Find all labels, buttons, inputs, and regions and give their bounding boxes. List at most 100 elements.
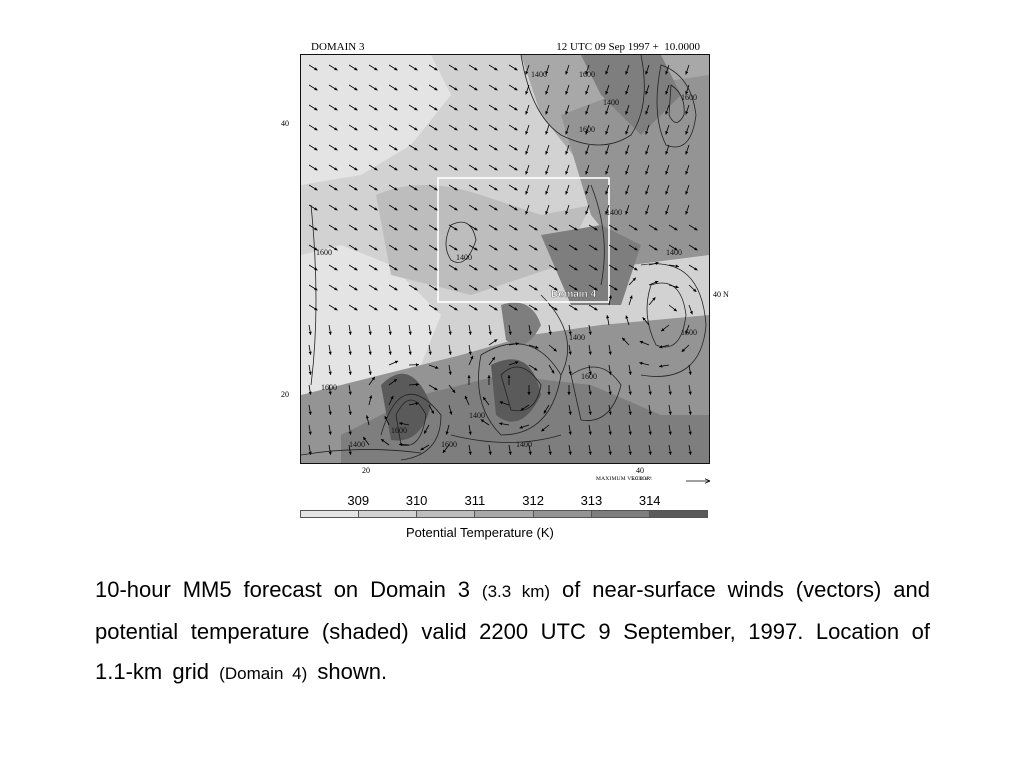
wind-vector-head-icon [605,111,609,115]
wind-vector-head-icon [568,451,572,455]
wind-vector-head-icon [608,451,612,455]
wind-vector-head-icon [654,280,659,284]
theta-shade-314-center [541,225,641,305]
wind-vector-head-icon [568,351,572,355]
wind-vector-head-icon [434,167,438,171]
wind-vector-head-icon [474,107,478,111]
wind-vector-head-icon [614,267,618,271]
wind-vector-head-icon [694,267,698,271]
wind-vector-head-icon [414,227,418,231]
wind-vector-head-icon [689,311,693,315]
wind-vector-head-icon [414,287,418,291]
wind-vector-head-icon [394,127,398,131]
wind-vector-head-icon [454,207,458,211]
wind-vector-head-icon [468,451,472,455]
wind-vector-head-icon [659,364,663,368]
wind-vector-head-icon [483,396,487,401]
wind-vector-head-icon [369,395,373,399]
wind-vector-head-icon [668,451,672,455]
wind-vector-head-icon [665,131,669,135]
wind-vector-head-icon [434,207,438,211]
wind-vector-head-icon [628,391,632,395]
wind-vector-head-icon [434,247,438,251]
theta-shade-313-ne [561,75,709,265]
wind-vector-head-icon [494,227,498,231]
wind-vector-head-icon [314,167,318,171]
wind-vector-head-icon [394,247,398,251]
contour-label: 1400 [603,98,619,107]
wind-vector-head-icon [394,147,398,151]
wind-vector-head-icon [394,287,398,291]
wind-vector-head-icon [348,411,352,415]
wind-vector-head-icon [628,371,632,375]
wind-vector-head-icon [474,207,478,211]
wind-vector-head-icon [414,147,418,151]
wind-vector-head-icon [515,361,519,365]
wind-vector-head-icon [528,451,532,455]
wind-vector-head-icon [414,87,418,91]
wind-vector-head-icon [454,87,458,91]
wind-vector-head-icon [648,451,652,455]
wind-vector-head-icon [645,191,649,195]
wind-vector-head-icon [488,331,492,335]
wind-vector-head-icon [533,367,538,371]
theta-shade-311-center [376,185,591,295]
wind-vector-head-icon [348,451,352,455]
wind-vector-head-icon [454,107,458,111]
wind-vector-head-icon [434,287,438,291]
wind-vector-head-icon [694,227,698,231]
wind-vector-head-icon [645,211,649,215]
wind-vector-head-icon [414,267,418,271]
wind-vector-head-icon [645,91,649,95]
wind-vector-head-icon [420,447,424,451]
wind-vector-head-icon [399,422,403,426]
wind-vector-head-icon [374,187,378,191]
wind-vector-head-icon [487,375,491,378]
wind-vector-head-icon [588,391,592,395]
wind-vector-head-icon [629,295,633,299]
wind-vector-head-icon [553,348,557,352]
contour-label: 1600 [441,440,457,449]
map-panel: Domain 4 1400 1600 1400 1600 1400 1400 1600 140… [300,54,710,464]
figure-header: DOMAIN 3 12 UTC 09 Sep 1997 + 10.0000 [308,40,700,54]
reference-vector-arrow-icon [686,478,711,484]
contour-label: 1400 [516,440,532,449]
wind-vector-head-icon [568,371,572,375]
wind-vector-head-icon [474,247,478,251]
wind-vector-head-icon [474,167,478,171]
wind-vector-head-icon [354,247,358,251]
wind-vector-head-icon [665,111,669,115]
wind-vector-head-icon [415,382,419,387]
wind-vector-head-icon [541,428,545,432]
wind-vector-head-icon [374,267,378,271]
wind-vector-head-icon [668,431,672,435]
theta-shade-309-sw [301,245,441,405]
wind-vector-head-icon [574,267,578,271]
wind-vector-head-icon [474,287,478,291]
wind-vector-head-icon [414,107,418,111]
wind-vector-head-icon [625,71,629,75]
wind-vector-head-icon [673,308,677,312]
wind-vector-head-icon [354,67,358,71]
wind-vector-head-icon [628,451,632,455]
wind-vector-head-icon [494,307,498,311]
wind-vector-head-icon [594,247,598,251]
wind-vector-head-icon [605,131,609,135]
wind-vector-head-icon [645,71,649,75]
wind-vector-head-icon [348,391,352,395]
wind-vector-head-icon [464,395,468,400]
colorbar-title: Potential Temperature (K) [406,525,554,540]
wind-vector-head-icon [665,171,669,175]
wind-vector-head-icon [454,247,458,251]
wind-vector-head-icon [414,167,418,171]
wind-vector-head-icon [434,267,438,271]
wind-vector-head-icon [374,87,378,91]
wind-vector-head-icon [605,211,609,215]
wind-vector-head-icon [394,227,398,231]
wind-vector-head-icon [434,387,438,391]
wind-vector-head-icon [568,431,572,435]
wind-vector-head-icon [388,351,392,355]
wind-vector-head-icon [394,67,398,71]
wind-vector-head-icon [308,351,312,355]
